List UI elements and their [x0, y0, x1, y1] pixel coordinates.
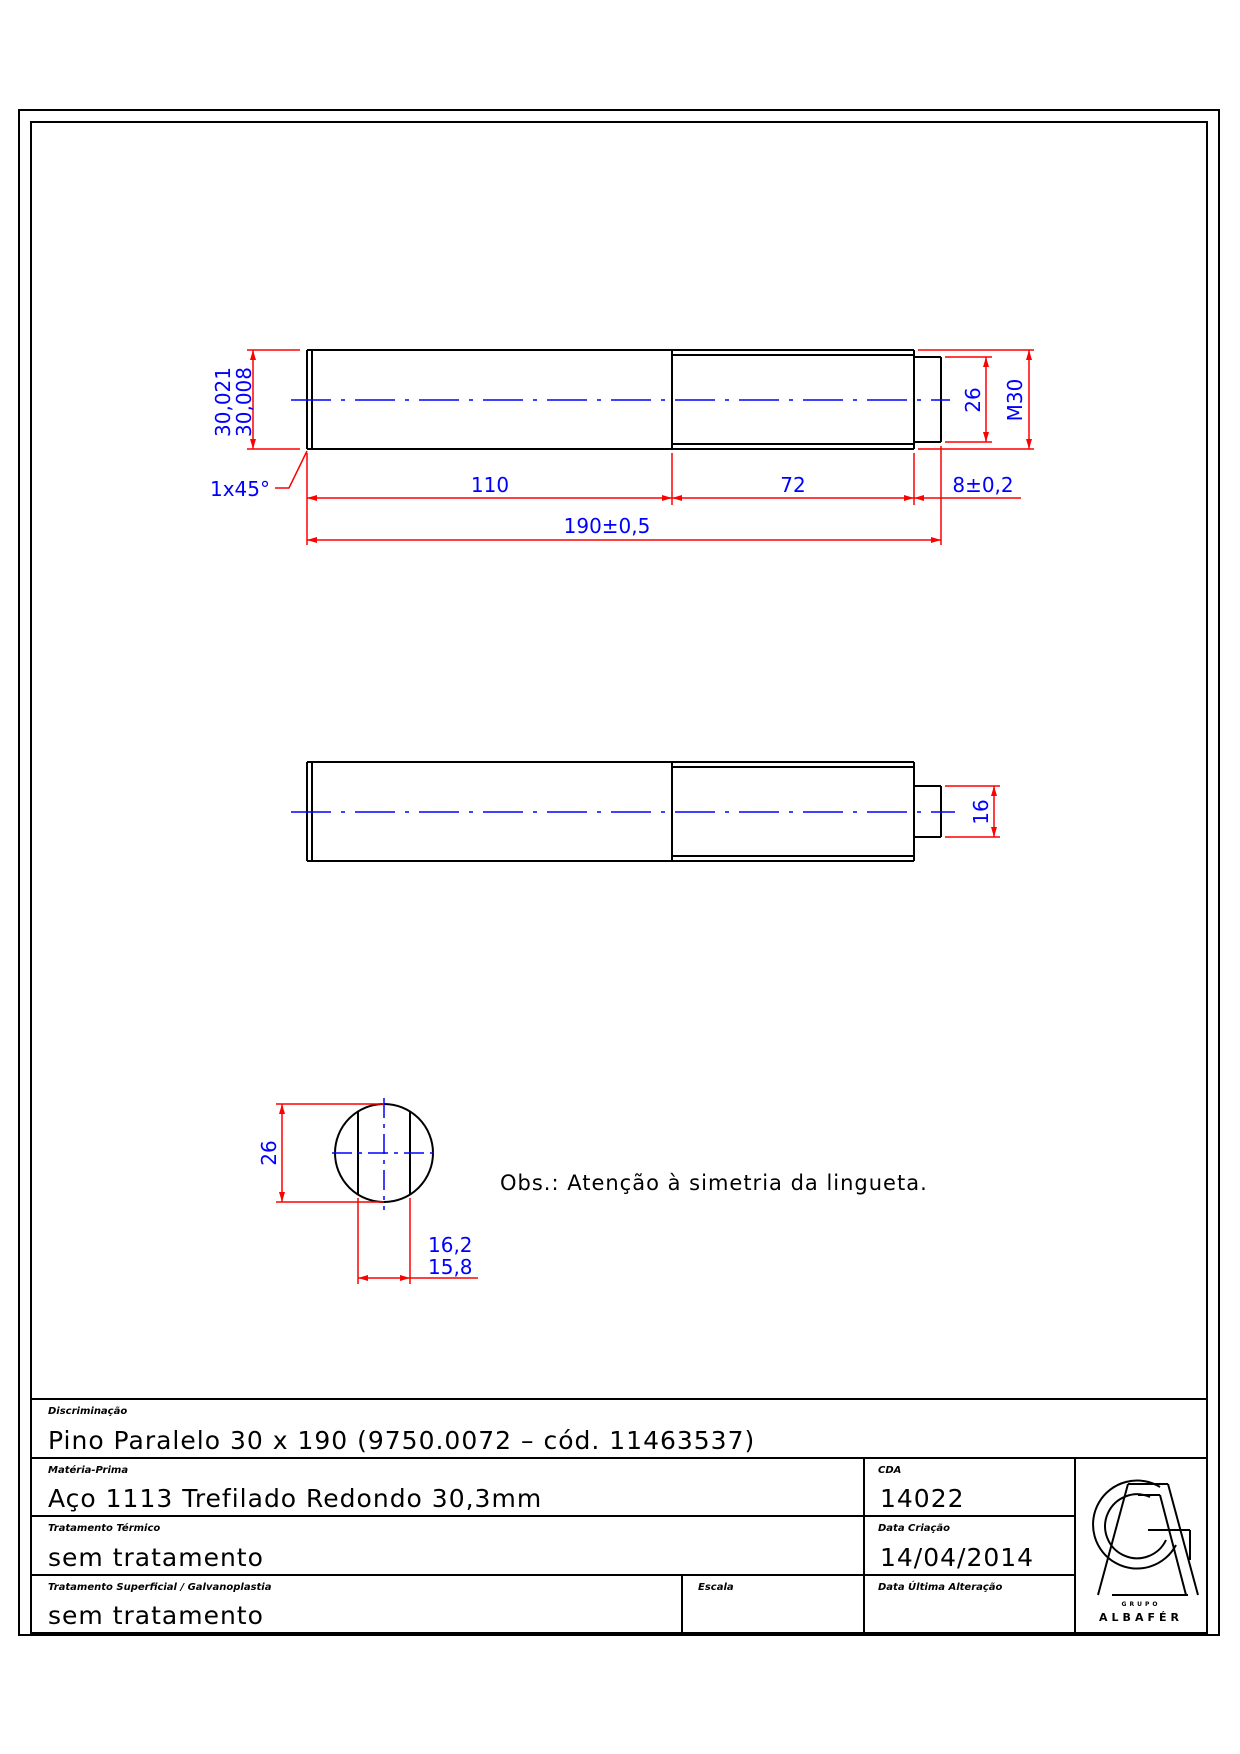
cda-label: CDA	[878, 1465, 901, 1476]
tratamento-termico-label: Tratamento Térmico	[48, 1522, 160, 1534]
dim-dia-lower: 30,008	[232, 367, 256, 437]
dim-length-110: 110	[471, 473, 509, 497]
title-block: Discriminação Pino Paralelo 30 x 190 (97…	[31, 1398, 1207, 1633]
logo-small-text: GRUPO	[1122, 1601, 1161, 1608]
cda-value: 14022	[880, 1484, 965, 1513]
front-view: 30,021 30,008 1x45° 110 72 8±0,2 190±0,5…	[210, 349, 1034, 545]
inner-border	[30, 121, 1208, 1634]
dim-length-72: 72	[780, 473, 805, 497]
discriminacao-value: Pino Paralelo 30 x 190 (9750.0072 – cód.…	[48, 1426, 755, 1455]
end-view: 26 16,2 15,8	[257, 1098, 478, 1284]
dim-dia-upper: 30,021	[211, 367, 235, 437]
dim-16: 16	[969, 799, 993, 824]
tratamento-superficial-value: sem tratamento	[48, 1601, 264, 1630]
materia-prima-value: Aço 1113 Trefilado Redondo 30,3mm	[48, 1484, 542, 1513]
dim-total-length: 190±0,5	[564, 514, 651, 538]
data-criacao-value: 14/04/2014	[880, 1543, 1034, 1572]
dim-dia-26: 26	[961, 387, 985, 412]
tratamento-superficial-label: Tratamento Superficial / Galvanoplastia	[48, 1582, 272, 1593]
dim-end-26: 26	[257, 1140, 281, 1165]
logo-text: ALBAFÉR	[1099, 1611, 1183, 1624]
dim-length-8: 8±0,2	[952, 473, 1013, 497]
data-criacao-label: Data Criação	[878, 1523, 950, 1534]
dim-thread-m30: M30	[1003, 379, 1027, 422]
data-alteracao-label: Data Última Alteração	[878, 1580, 1003, 1593]
dim-key-upper: 16,2	[428, 1233, 473, 1257]
albafer-logo-icon: GRUPO ALBAFÉR	[1092, 1479, 1199, 1624]
note-text: Obs.: Atenção à simetria da lingueta.	[500, 1171, 928, 1195]
dim-key-lower: 15,8	[428, 1255, 473, 1279]
escala-label: Escala	[698, 1582, 734, 1593]
dim-chamfer: 1x45°	[210, 477, 270, 501]
discriminacao-label: Discriminação	[48, 1406, 127, 1417]
outer-border	[18, 109, 1220, 1636]
materia-prima-label: Matéria-Prima	[48, 1464, 128, 1476]
middle-view: 16	[291, 761, 1000, 862]
tratamento-termico-value: sem tratamento	[48, 1543, 264, 1572]
